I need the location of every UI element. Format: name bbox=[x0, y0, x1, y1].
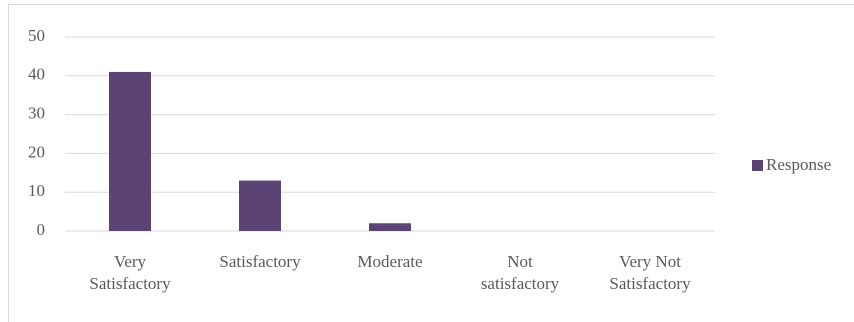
y-tick-label: 20 bbox=[28, 142, 45, 161]
y-tick-label: 40 bbox=[28, 65, 45, 84]
x-tick-label: Satisfactory bbox=[219, 252, 301, 271]
chart-frame bbox=[8, 4, 854, 322]
x-tick-label: Very Not Satisfactory bbox=[609, 252, 691, 293]
y-tick-label: 30 bbox=[28, 104, 45, 123]
bar bbox=[369, 223, 411, 231]
legend-label: Response bbox=[766, 155, 831, 174]
x-tick-label: Very Satisfactory bbox=[89, 252, 171, 293]
y-tick-label: 0 bbox=[37, 220, 46, 239]
legend-swatch bbox=[752, 160, 763, 171]
bar bbox=[109, 71, 151, 231]
y-tick-label: 50 bbox=[28, 26, 45, 45]
bar bbox=[239, 180, 281, 231]
y-tick-label: 10 bbox=[28, 181, 45, 200]
x-tick-label: Moderate bbox=[357, 252, 423, 271]
x-tick-label: Not satisfactory bbox=[480, 252, 560, 293]
